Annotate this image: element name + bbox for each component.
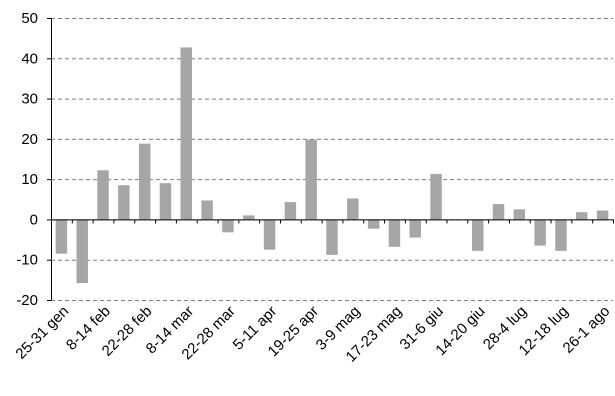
y-tick-label: -10 — [16, 252, 38, 269]
bar-3-9 mag — [347, 198, 359, 220]
bar-8-14 feb — [97, 170, 109, 220]
bar-26-1 ago — [596, 210, 609, 220]
bars — [55, 47, 609, 284]
x-tick-label: 25-31 gen — [12, 303, 72, 363]
y-tick-label: 20 — [21, 131, 38, 148]
bar-25-31 gen — [55, 219, 68, 254]
bar-19-25 apr — [305, 139, 317, 220]
bar-21-27 giu — [492, 204, 505, 220]
bar-12-18 lug — [555, 219, 567, 251]
y-tick-label: 50 — [21, 10, 38, 27]
bar-10-16 mag — [367, 219, 380, 229]
axes — [47, 18, 614, 301]
y-tick-label: -20 — [16, 292, 38, 309]
bar-12-18 apr — [284, 202, 297, 220]
bar-26-2 mag — [326, 219, 338, 255]
bar-5-11 lug — [534, 219, 546, 246]
bar-19-25 lug — [576, 212, 588, 220]
bar-28-4 lug — [513, 209, 526, 220]
y-tick-label: 10 — [21, 171, 38, 188]
y-tick-label: 0 — [30, 211, 38, 228]
bar-17-23 mag — [388, 219, 401, 247]
bar-15-21 feb — [118, 185, 130, 220]
bar-14-20 giu — [471, 219, 484, 251]
bar-31-6 giu — [430, 173, 442, 220]
y-tick-label: 40 — [21, 50, 38, 67]
bar-24-30 mag — [409, 219, 421, 238]
grid-lines — [51, 18, 613, 301]
bar-29-4 apr — [243, 215, 255, 220]
bar-15-21 mar — [201, 200, 213, 220]
bar-8-14 mar — [180, 47, 193, 220]
bar-22-28 feb — [138, 143, 151, 220]
y-tick-labels: -20 -10 0 10 20 30 40 50 — [16, 10, 38, 309]
bar-1-7 mar — [159, 183, 172, 220]
bar-1-7 feb — [76, 219, 88, 284]
y-tick-label: 30 — [21, 91, 38, 108]
bar-22-28 mar — [222, 219, 234, 233]
bar-5-11 apr — [263, 219, 276, 250]
